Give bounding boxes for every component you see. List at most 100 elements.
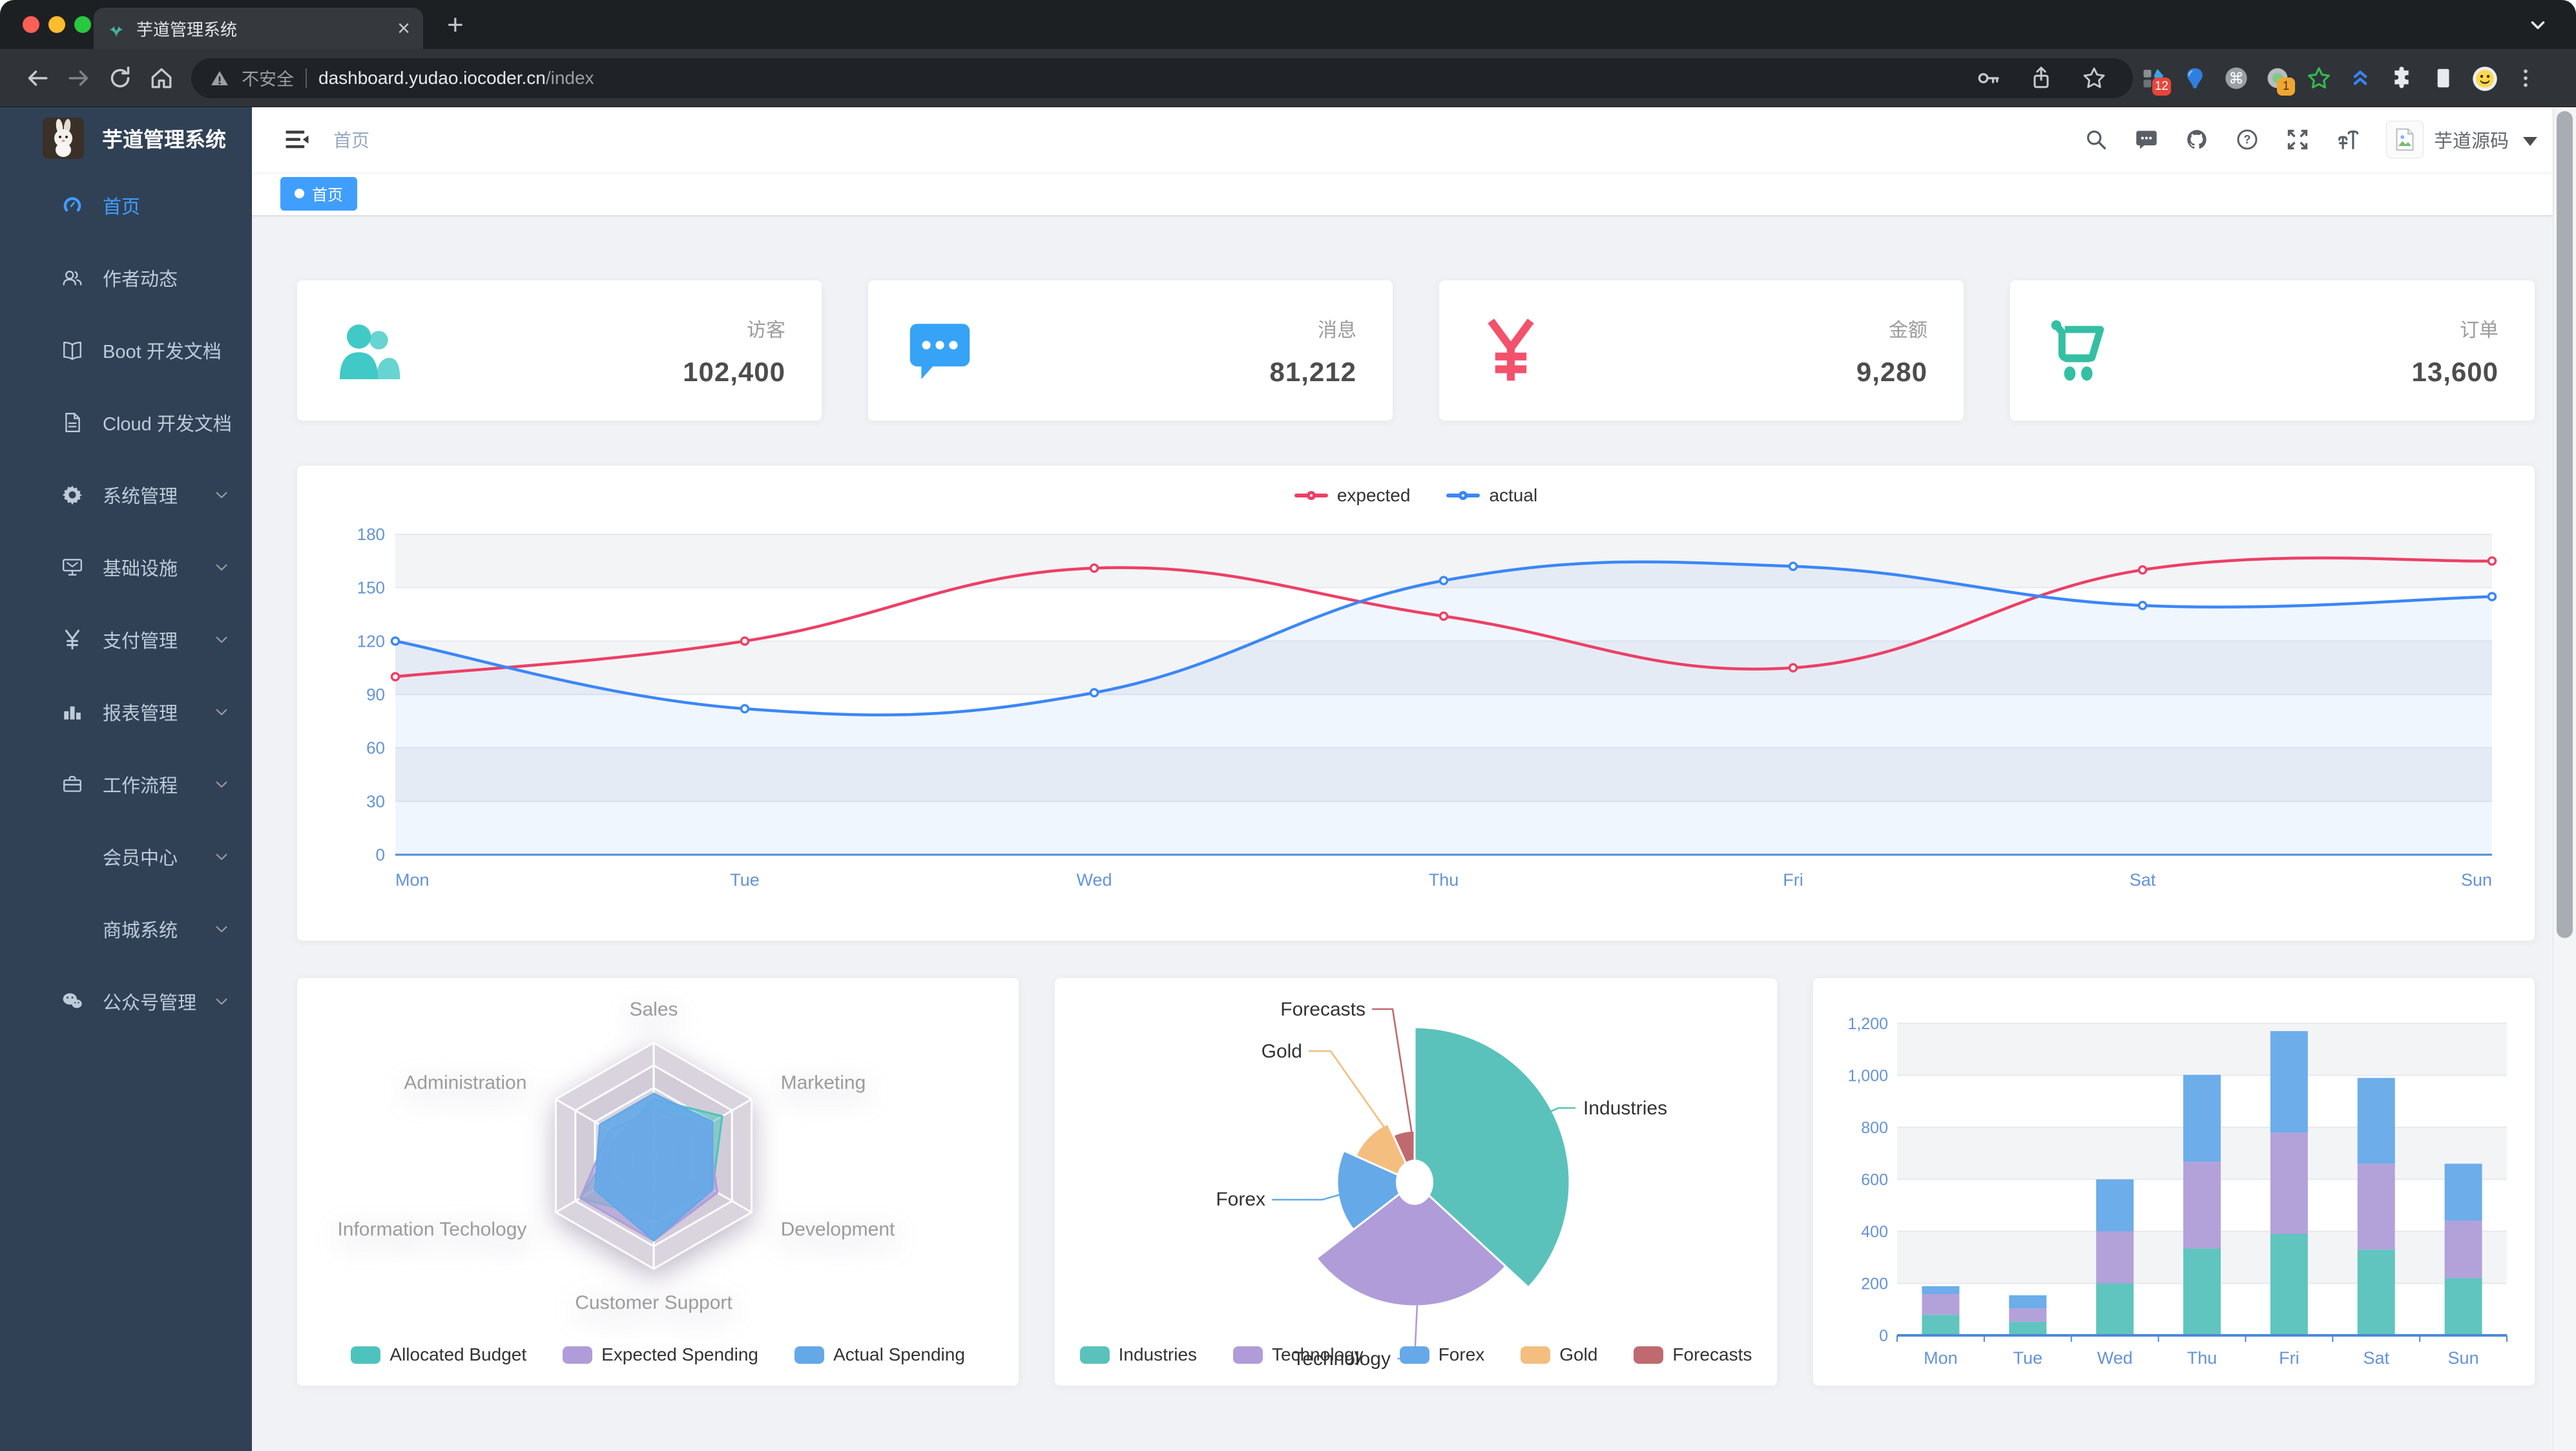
extension-recorder-icon[interactable]: 1 — [2265, 66, 2295, 96]
sidebar-item-label: 工作流程 — [103, 776, 178, 797]
zoom-window-button[interactable] — [74, 16, 91, 33]
sidebar-item-home[interactable]: 首页 — [0, 169, 252, 242]
extension-balloon-icon[interactable] — [2183, 66, 2207, 90]
stat-card-amount[interactable]: 金额 9,280 — [1439, 280, 1964, 421]
sidebar-item-system[interactable]: 系统管理 — [0, 459, 252, 531]
sidebar-item-payment[interactable]: 支付管理 — [0, 603, 252, 676]
svg-text:1,000: 1,000 — [1847, 1067, 1888, 1085]
help-icon[interactable]: ? — [2236, 128, 2259, 151]
tags-view: 首页 — [252, 172, 2553, 216]
svg-text:400: 400 — [1861, 1223, 1888, 1241]
legend-item[interactable]: Expected Spending — [563, 1344, 758, 1365]
password-key-icon[interactable] — [1975, 65, 2001, 91]
stat-card-visitors[interactable]: 访客 102,400 — [297, 280, 822, 421]
username[interactable]: 芋道源码 — [2433, 131, 2509, 152]
svg-text:Tue: Tue — [730, 870, 760, 890]
forward-icon[interactable] — [66, 65, 92, 91]
sidebar-collapse-icon[interactable] — [284, 127, 310, 152]
legend-item[interactable]: Allocated Budget — [351, 1344, 526, 1365]
sidebar-item-member-center[interactable]: 会员中心 — [0, 820, 252, 893]
app-logo[interactable]: 芋道管理系统 — [0, 107, 252, 169]
money-icon — [1488, 318, 1534, 381]
browser-tab[interactable]: 芋道管理系统 × — [94, 8, 423, 49]
github-icon[interactable] — [2185, 128, 2208, 151]
fullscreen-icon[interactable] — [2286, 128, 2309, 151]
scrollbar-thumb[interactable] — [2557, 111, 2573, 938]
sidebar-item-label: 基础设施 — [103, 559, 178, 579]
stat-value: 13,600 — [2411, 356, 2498, 387]
tab-close-icon[interactable]: × — [397, 16, 410, 41]
legend-item[interactable]: expected — [1294, 485, 1410, 506]
breadcrumb[interactable]: 首页 — [333, 130, 370, 151]
legend-marker-icon — [1233, 1346, 1263, 1364]
line-chart-legend: expected actual — [323, 477, 2509, 514]
legend-item[interactable]: Forex — [1399, 1344, 1484, 1365]
reload-icon[interactable] — [107, 65, 133, 91]
svg-text:800: 800 — [1861, 1119, 1888, 1137]
svg-text:180: 180 — [357, 525, 385, 544]
caret-down-icon[interactable] — [2523, 137, 2537, 146]
legend-marker-icon — [563, 1346, 593, 1364]
sidebar-item-cloud-docs[interactable]: Cloud 开发文档 — [0, 386, 252, 459]
sidebar-item-workflow[interactable]: 工作流程 — [0, 748, 252, 820]
message-icon[interactable] — [2135, 128, 2158, 151]
book-icon — [63, 341, 81, 360]
close-window-button[interactable] — [23, 16, 39, 33]
line-chart-card: expected actual 0 30 60 90 120 150 180 Mon Tue Wed… — [297, 466, 2535, 941]
legend-item[interactable]: Actual Spending — [794, 1344, 965, 1365]
radar-chart-card: Sales Marketing Development Customer Suppor… — [297, 978, 1019, 1386]
share-icon[interactable] — [2028, 65, 2054, 91]
stat-card-orders[interactable]: 订单 13,600 — [2010, 280, 2535, 421]
sidebar-item-label: 会员中心 — [103, 848, 178, 869]
legend-marker-icon — [1294, 491, 1328, 500]
extension-command-icon[interactable]: ⌘ — [2224, 66, 2249, 90]
search-icon[interactable] — [2084, 128, 2108, 151]
page-scrollbar[interactable] — [2553, 107, 2576, 1451]
svg-text:?: ? — [2243, 133, 2250, 146]
minimize-window-button[interactable] — [48, 16, 65, 33]
wechat-icon — [63, 993, 82, 1008]
legend-marker-icon — [1521, 1346, 1551, 1364]
extensions-puzzle-icon[interactable] — [2389, 66, 2414, 90]
extension-star-icon[interactable] — [2307, 66, 2331, 90]
tag-home[interactable]: 首页 — [280, 176, 357, 211]
browser-menu-icon[interactable] — [2513, 66, 2538, 90]
radar-chart: Sales Marketing Development Customer Suppor… — [297, 978, 1019, 1386]
legend-item[interactable]: Forecasts — [1634, 1344, 1752, 1365]
sidebar-item-mall-system[interactable]: 商城系统 — [0, 893, 252, 965]
chevron-down-icon — [216, 636, 227, 643]
side-panel-icon[interactable] — [2431, 66, 2455, 90]
profile-avatar[interactable] — [2472, 66, 2497, 91]
legend-item[interactable]: Gold — [1521, 1344, 1597, 1365]
stat-card-messages[interactable]: 消息 81,212 — [868, 280, 1393, 421]
url-path: /index — [545, 67, 594, 88]
dashboard-content: 访客 102,400 消息 81,212 金额 9,280 — [252, 216, 2553, 1451]
legend-item[interactable]: Industries — [1079, 1344, 1197, 1365]
address-bar[interactable]: 不安全 dashboard.yudao.iocoder.cn/index — [191, 57, 2133, 98]
legend-item[interactable]: Technology — [1233, 1344, 1364, 1365]
svg-text:Tue: Tue — [2013, 1348, 2042, 1368]
legend-label: Gold — [1559, 1344, 1598, 1364]
sidebar-item-infrastructure[interactable]: 基础设施 — [0, 531, 252, 603]
sidebar-item-reports[interactable]: 报表管理 — [0, 676, 252, 748]
home-icon[interactable] — [149, 65, 174, 91]
legend-item[interactable]: actual — [1446, 485, 1537, 506]
bookmark-star-icon[interactable] — [2081, 65, 2107, 91]
security-label[interactable]: 不安全 — [242, 70, 294, 89]
chevron-down-icon — [216, 853, 227, 861]
sidebar-item-boot-docs[interactable]: Boot 开发文档 — [0, 314, 252, 386]
logo-image — [43, 118, 84, 159]
back-icon[interactable] — [25, 65, 50, 91]
line-chart: 0 30 60 90 120 150 180 Mon Tue Wed Thu Fri Sat Sun — [323, 514, 2509, 908]
font-size-icon[interactable] — [2336, 128, 2360, 151]
tab-search-chevron-icon[interactable] — [2527, 14, 2549, 36]
extension-chevrons-icon[interactable] — [2348, 66, 2373, 90]
sidebar-item-label: Boot 开发文档 — [103, 342, 222, 362]
user-avatar[interactable] — [2385, 121, 2424, 158]
sidebar-item-official-account[interactable]: 公众号管理 — [0, 965, 252, 1038]
svg-text:Administration: Administration — [404, 1072, 526, 1094]
extension-grid-icon[interactable]: 12 — [2141, 66, 2171, 96]
sidebar-item-label: 报表管理 — [103, 704, 178, 724]
new-tab-button[interactable]: + — [447, 9, 464, 41]
sidebar-item-author[interactable]: 作者动态 — [0, 242, 252, 314]
